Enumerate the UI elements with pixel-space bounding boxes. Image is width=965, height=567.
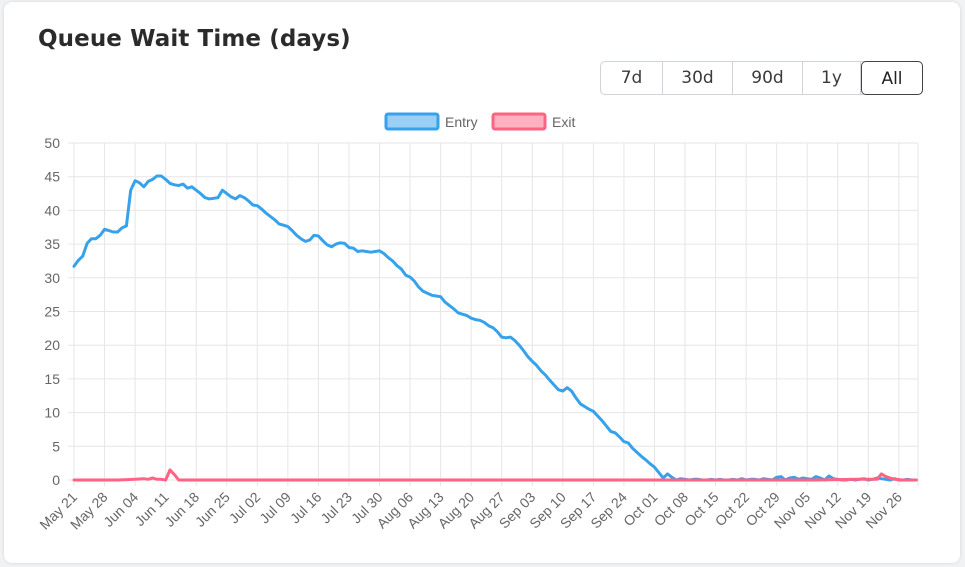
- range-7d-button[interactable]: 7d: [601, 62, 663, 94]
- range-30d-button[interactable]: 30d: [663, 62, 733, 94]
- x-tick-label: Jul 09: [256, 489, 294, 527]
- x-tick-label: Jun 25: [192, 489, 233, 530]
- y-tick-label: 5: [52, 438, 60, 454]
- y-tick-label: 20: [44, 337, 60, 353]
- exit-series-line: [72, 468, 918, 482]
- entry-series-line: [72, 174, 918, 482]
- chart-grid: [68, 142, 919, 486]
- y-tick-label: 25: [44, 304, 60, 320]
- y-tick-label: 10: [44, 405, 60, 421]
- y-tick-label: 50: [44, 135, 60, 151]
- y-axis: 0 5 10 15 20 25 30 35 40 45 50: [44, 135, 60, 488]
- chart-legend: Entry Exit: [384, 112, 575, 131]
- page-title: Queue Wait Time (days): [38, 26, 351, 52]
- y-tick-label: 0: [52, 472, 60, 488]
- range-all-button[interactable]: All: [861, 61, 923, 95]
- legend-label-exit[interactable]: Exit: [552, 114, 575, 130]
- y-tick-label: 35: [44, 236, 60, 252]
- y-tick-label: 45: [44, 169, 60, 185]
- chart-lines: [72, 174, 918, 482]
- range-1y-button[interactable]: 1y: [803, 62, 861, 94]
- legend-swatch-exit: [491, 112, 547, 131]
- legend-label-entry[interactable]: Entry: [445, 114, 478, 130]
- x-tick-label: Jul 16: [287, 489, 325, 527]
- chart-card: Queue Wait Time (days): [4, 2, 960, 563]
- y-tick-label: 15: [44, 371, 60, 387]
- legend-swatch-entry: [384, 112, 440, 131]
- range-90d-button[interactable]: 90d: [733, 62, 803, 94]
- x-tick-label: Jul 23: [317, 489, 355, 527]
- x-tick-label: Jun 04: [100, 489, 141, 530]
- y-tick-label: 40: [44, 202, 60, 218]
- time-range-selector: 7d 30d 90d 1y All: [600, 61, 923, 95]
- y-tick-label: 30: [44, 270, 60, 286]
- x-tick-label: Jul 02: [226, 489, 264, 527]
